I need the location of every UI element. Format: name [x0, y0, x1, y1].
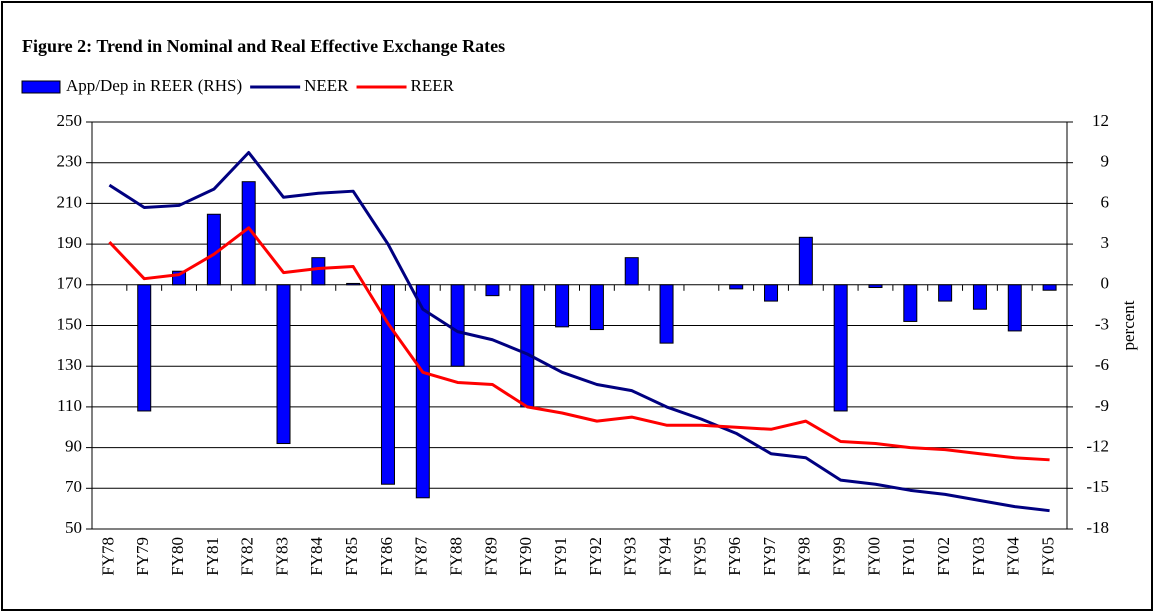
bar	[1007, 284, 1022, 332]
bar	[798, 236, 813, 286]
y-tick-label: 110	[57, 396, 82, 415]
y2-tick-label: -6	[1095, 355, 1109, 374]
y2-axis-label: percent	[1119, 300, 1138, 350]
x-tick-label: FY03	[969, 537, 988, 576]
bar	[520, 284, 535, 408]
bar	[938, 284, 953, 302]
legend-label: NEER	[304, 76, 349, 95]
x-tick-label: FY79	[133, 537, 152, 576]
x-tick-label: FY96	[725, 537, 744, 576]
x-tick-label: FY98	[795, 537, 814, 576]
x-tick-label: FY89	[481, 537, 500, 576]
legend-label: REER	[411, 76, 455, 95]
y-tick-label: 230	[57, 152, 83, 171]
bar	[833, 284, 848, 412]
x-tick-label: FY82	[238, 537, 257, 576]
x-tick-label: FY81	[203, 537, 222, 576]
x-tick-label: FY90	[516, 537, 535, 576]
y-tick-label: 50	[65, 518, 82, 537]
x-tick-label: FY04	[1004, 537, 1023, 576]
y-tick-label: 250	[57, 111, 83, 130]
y-tick-label: 210	[57, 192, 83, 211]
bar	[276, 284, 291, 445]
x-tick-label: FY95	[690, 537, 709, 576]
bar	[415, 284, 430, 499]
y-tick-label: 170	[57, 274, 83, 293]
x-tick-label: FY05	[1038, 537, 1057, 576]
x-tick-label: FY78	[98, 537, 117, 576]
bar	[764, 284, 779, 302]
bar	[868, 284, 883, 289]
bar	[485, 284, 500, 297]
bar	[903, 284, 918, 322]
x-tick-label: FY84	[307, 537, 326, 576]
x-tick-label: FY93	[621, 537, 640, 576]
y2-tick-label: -3	[1095, 314, 1109, 333]
y-tick-label: 90	[65, 437, 82, 456]
bar	[624, 257, 639, 286]
y-tick-label: 70	[65, 477, 82, 496]
chart-title: Figure 2: Trend in Nominal and Real Effe…	[22, 36, 505, 56]
bar	[972, 284, 987, 310]
bar	[380, 284, 395, 485]
bar	[1042, 284, 1057, 291]
x-tick-label: FY85	[342, 537, 361, 576]
x-tick-label: FY88	[447, 537, 466, 576]
y2-tick-label: 3	[1101, 233, 1110, 252]
x-tick-label: FY87	[412, 537, 431, 576]
bar	[311, 257, 326, 286]
bar	[555, 284, 570, 328]
y2-tick-label: -15	[1086, 477, 1109, 496]
bar	[729, 284, 744, 290]
bar	[589, 284, 604, 331]
x-tick-label: FY80	[168, 537, 187, 576]
x-tick-label: FY01	[899, 537, 918, 576]
x-tick-label: FY86	[377, 537, 396, 576]
y2-tick-label: 12	[1092, 111, 1109, 130]
x-tick-label: FY94	[655, 537, 674, 576]
x-tick-label: FY00	[864, 537, 883, 576]
y2-tick-label: -18	[1086, 518, 1109, 537]
x-tick-label: FY83	[272, 537, 291, 576]
bar	[659, 284, 674, 344]
x-tick-label: FY92	[586, 537, 605, 576]
legend-label: App/Dep in REER (RHS)	[66, 76, 242, 95]
y2-tick-label: -9	[1095, 396, 1109, 415]
bar	[450, 284, 465, 367]
line-series	[108, 226, 1050, 462]
x-tick-label: FY99	[830, 537, 849, 576]
x-tick-label: FY91	[551, 537, 570, 576]
y2-tick-label: 9	[1101, 152, 1110, 171]
x-tick-label: FY97	[760, 537, 779, 576]
bar	[346, 282, 361, 286]
y-tick-label: 190	[57, 233, 83, 252]
y2-tick-label: 0	[1101, 274, 1110, 293]
y2-tick-label: 6	[1101, 192, 1110, 211]
y2-tick-label: -12	[1086, 437, 1109, 456]
line-series	[108, 151, 1050, 513]
y-tick-label: 130	[57, 355, 83, 374]
x-tick-label: FY02	[934, 537, 953, 576]
bar	[137, 284, 152, 412]
legend-swatch	[21, 80, 61, 94]
y-tick-label: 150	[57, 314, 83, 333]
